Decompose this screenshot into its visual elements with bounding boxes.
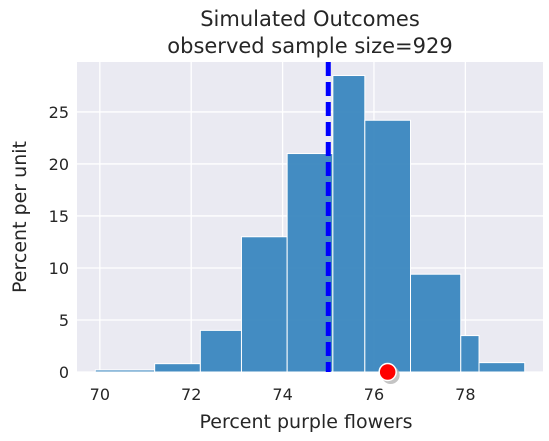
x-tick-label: 72 — [181, 385, 201, 404]
histogram-bar — [460, 335, 480, 373]
x-tick-label: 74 — [272, 385, 292, 404]
y-tick-label: 25 — [49, 103, 69, 122]
histogram-bar — [199, 329, 242, 373]
y-tick-label: 10 — [49, 259, 69, 278]
x-axis-label: Percent purple flowers — [199, 411, 412, 433]
overlay-marks — [325, 62, 400, 384]
histogram-bar — [286, 153, 334, 373]
x-tick-label: 76 — [364, 385, 384, 404]
histogram-bar — [410, 273, 462, 373]
y-tick-label: 0 — [59, 363, 69, 382]
histogram-bar — [154, 363, 201, 373]
y-axis-label: Percent per unit — [9, 141, 31, 293]
histogram-bar — [478, 362, 526, 373]
x-tick-labels: 70 72 74 76 78 — [90, 385, 476, 404]
histogram-bar — [332, 75, 366, 373]
x-tick-label: 78 — [455, 385, 475, 404]
y-tick-label: 20 — [49, 155, 69, 174]
chart-subtitle: observed sample size=929 — [167, 34, 452, 58]
histogram-bar — [240, 236, 288, 373]
y-tick-labels: 0 5 10 15 20 25 — [49, 103, 69, 382]
y-tick-label: 5 — [59, 311, 69, 330]
observed-point — [378, 362, 397, 382]
y-tick-label: 15 — [49, 207, 69, 226]
chart-title: Simulated Outcomes — [200, 7, 420, 31]
histogram-bar — [94, 369, 156, 373]
histogram-bar — [364, 119, 412, 373]
x-tick-label: 70 — [90, 385, 110, 404]
